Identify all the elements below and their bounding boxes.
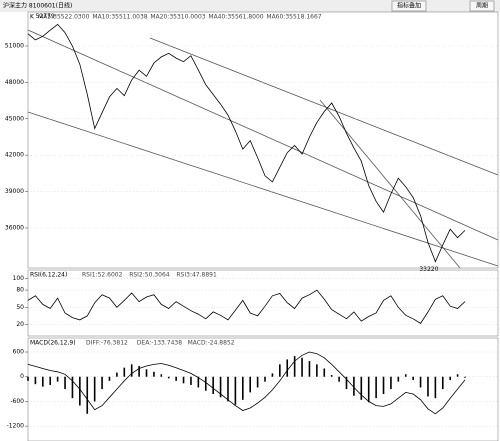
y-tick-label: 51000 [5, 42, 24, 49]
trend-line [27, 29, 499, 241]
trend-lines [27, 29, 499, 269]
price-annotation: 33220 [419, 266, 438, 273]
trend-line [319, 99, 461, 269]
y-tick-label: -1200 [7, 423, 25, 430]
series-line [27, 289, 466, 324]
y-tick-label: 20 [16, 321, 24, 328]
title-bar [0, 0, 500, 12]
button[interactable] [469, 0, 495, 12]
series-line [27, 23, 466, 263]
y-tick-label: 48000 [5, 79, 24, 86]
button-label[interactable]: 周期 [476, 2, 488, 10]
legend-entry: MA60:35518.1667 [266, 14, 321, 21]
series-line [27, 351, 466, 415]
panel-title: MACD(26,12,9) [30, 340, 76, 347]
legend-entry: DEA:-133.7438 [137, 340, 182, 347]
panel [27, 269, 499, 337]
price-annotation: 52779 [36, 13, 55, 20]
y-tick-label: 36000 [5, 224, 24, 231]
legend-entry: RSI1:52.6002 [82, 272, 123, 279]
legend-entry: MA20:35310.0003 [150, 14, 205, 21]
panel-title: K [30, 14, 35, 21]
panel [27, 11, 499, 269]
button[interactable] [391, 0, 427, 12]
trend-line [27, 111, 499, 267]
trend-line [149, 37, 499, 176]
legend-entry: MA40:35561.8000 [208, 14, 263, 21]
y-tick-label: 50 [16, 304, 24, 311]
y-tick-label: 39000 [5, 188, 24, 195]
panel-title: RSI(6,12,24) [30, 272, 67, 279]
y-tick-label: 80 [16, 287, 24, 294]
legend-entry: MA5:35522.0300 [38, 14, 90, 21]
legend-entry: MA10:35511.0038 [92, 14, 147, 21]
y-tick-label: 100 [13, 275, 25, 282]
window-title: 沪深主力 8100601(日线) [3, 2, 72, 10]
y-tick-label: -600 [10, 398, 24, 405]
y-tick-label: 42000 [5, 152, 24, 159]
y-tick-label: 600 [13, 349, 25, 356]
y-tick-label: 45000 [5, 115, 24, 122]
y-tick-label: 0 [20, 373, 24, 380]
panel [27, 337, 499, 441]
button-label[interactable]: 指标叠加 [397, 2, 421, 10]
legend-entry: DIFF:-76.3812 [86, 340, 128, 347]
legend-entry: RSI3:47.8891 [176, 272, 217, 279]
legend-entry: MACD:-24.8852 [188, 340, 235, 347]
legend-entry: RSI2:50.3064 [129, 272, 170, 279]
